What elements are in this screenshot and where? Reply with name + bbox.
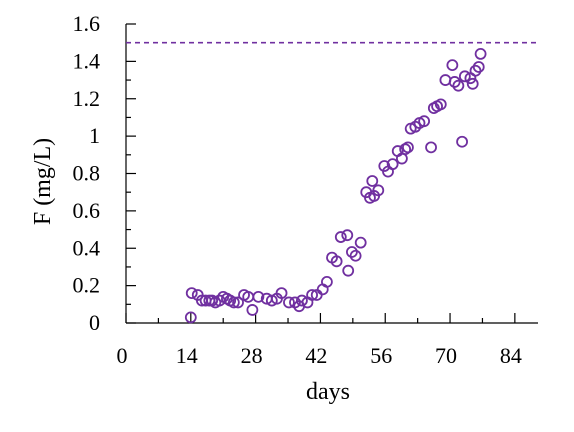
data-point xyxy=(346,246,358,258)
data-point xyxy=(184,311,197,324)
data-point xyxy=(283,296,295,309)
y-tick-label: 1.4 xyxy=(73,48,101,73)
x-tick-label: 70 xyxy=(435,343,457,368)
data-point xyxy=(474,48,487,60)
y-tick-label: 1.2 xyxy=(73,86,101,111)
data-point xyxy=(466,77,479,90)
y-axis-title: F (mg/L) xyxy=(30,138,56,225)
data-point xyxy=(334,231,347,243)
data-point xyxy=(469,64,482,77)
data-point xyxy=(448,76,461,88)
data-point xyxy=(372,184,385,197)
data-point xyxy=(330,255,343,268)
data-point xyxy=(349,249,362,262)
data-point xyxy=(306,289,318,301)
x-tick-label: 56 xyxy=(370,343,392,368)
data-point xyxy=(425,141,437,154)
x-tick-label: 84 xyxy=(500,343,522,368)
data-point xyxy=(354,236,367,249)
data-point xyxy=(185,287,198,300)
data-point xyxy=(246,304,259,316)
data-point xyxy=(439,74,452,86)
data-point xyxy=(366,175,379,187)
y-tick-label: 1 xyxy=(89,123,100,148)
x-tick-label: 42 xyxy=(305,343,327,368)
y-tick-label: 0.4 xyxy=(73,235,101,260)
data-point xyxy=(456,135,468,148)
data-point xyxy=(265,294,278,307)
data-point xyxy=(275,287,288,300)
data-point xyxy=(418,115,431,128)
data-point xyxy=(402,141,414,154)
x-tick-label: 0 xyxy=(117,343,128,368)
y-tick-label: 0.6 xyxy=(73,198,101,223)
data-point xyxy=(386,158,399,171)
data-point xyxy=(472,61,485,73)
data-point xyxy=(399,143,412,156)
data-point xyxy=(296,294,308,307)
data-point xyxy=(434,98,447,111)
data-point xyxy=(446,59,459,72)
data-point xyxy=(342,264,355,277)
data-point xyxy=(232,296,244,309)
y-tick-label: 1.6 xyxy=(73,11,101,36)
data-point xyxy=(321,275,333,288)
axes: 0 0.2 0.4 0.6 0.8 1 1.2 1.4 1.6 0 14 28 42 56 70 84 xyxy=(73,11,538,368)
y-tick-label: 0.8 xyxy=(73,161,101,186)
data-point xyxy=(458,70,471,83)
data-point xyxy=(341,229,354,242)
data-points xyxy=(184,48,487,324)
x-tick-label: 14 xyxy=(176,343,198,368)
y-tick-label: 0.2 xyxy=(73,273,101,298)
data-point xyxy=(227,296,240,309)
y-tick-label: 0 xyxy=(89,310,100,335)
x-axis-title: days xyxy=(306,379,350,405)
data-point xyxy=(452,79,465,92)
x-tick-label: 28 xyxy=(241,343,263,368)
data-point xyxy=(252,290,265,303)
